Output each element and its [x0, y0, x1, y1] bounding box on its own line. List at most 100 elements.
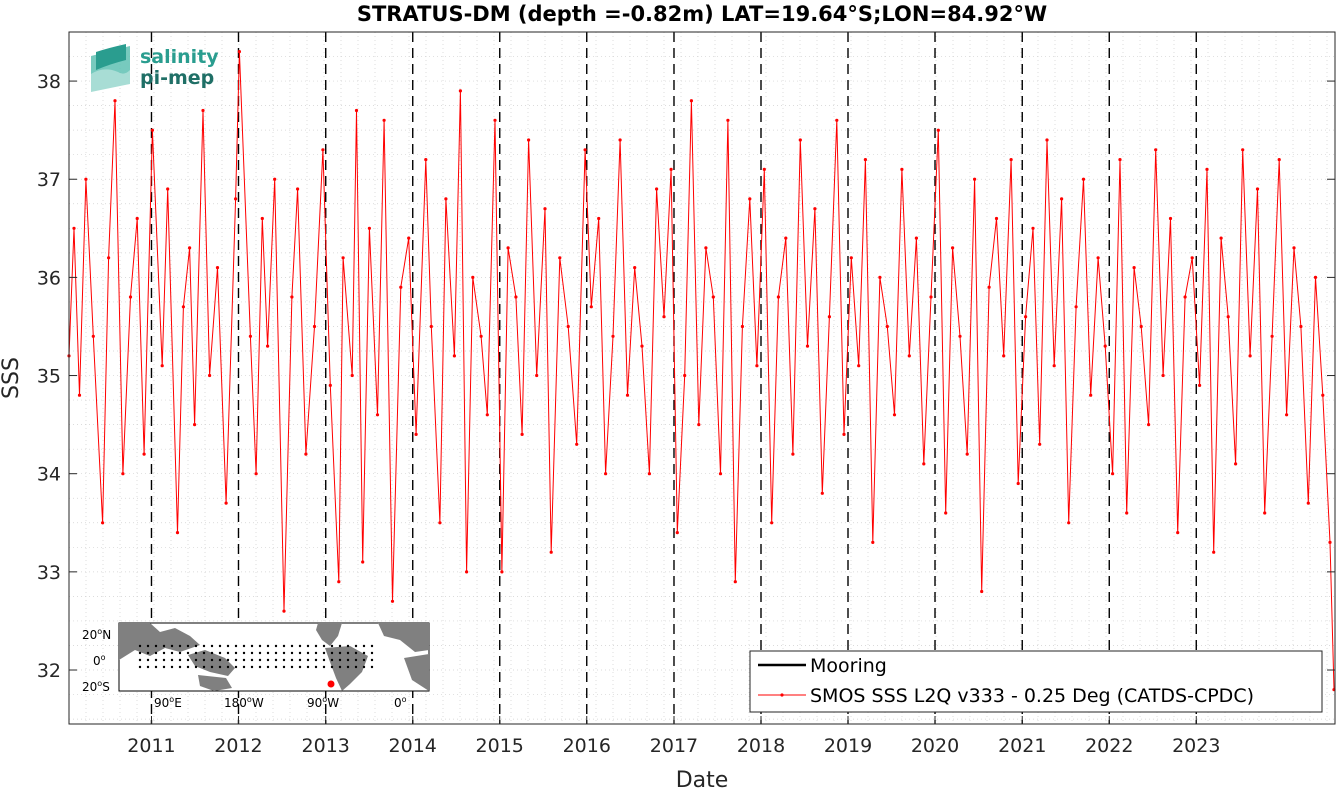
x-tick-label: 2015	[476, 735, 524, 757]
logo-text-pi-mep: pi-mep	[140, 67, 214, 89]
inset-mooring-dot	[314, 644, 318, 648]
inset-mooring-dot	[234, 644, 238, 648]
inset-map-moorings	[138, 644, 374, 669]
smos-data-point	[748, 197, 752, 201]
smos-data-point	[1038, 442, 1042, 446]
smos-data-point	[835, 118, 839, 122]
smos-data-point	[647, 472, 652, 476]
inset-mooring-dot	[146, 658, 150, 662]
smos-data-point	[254, 472, 258, 476]
inset-mooring-dot	[146, 651, 150, 655]
smos-data-point	[980, 589, 984, 594]
y-axis-ticks: 32 33 34 35 36 37 38	[37, 71, 1335, 682]
inset-mooring-dot	[306, 658, 310, 662]
smos-data-point	[813, 207, 817, 211]
smos-data-point	[776, 295, 781, 299]
smos-data-point	[181, 305, 185, 309]
inset-mooring-dot	[202, 665, 206, 669]
smos-data-point	[337, 580, 341, 584]
smos-data-point	[107, 256, 111, 260]
inset-mooring-dot	[226, 644, 230, 648]
smos-data-point	[1045, 138, 1049, 142]
inset-mooring-dot	[266, 644, 270, 648]
inset-mooring-dot	[346, 651, 350, 655]
smos-data-point	[791, 452, 795, 456]
inset-mooring-dot	[370, 644, 374, 648]
inset-mooring-dot	[362, 651, 366, 655]
inset-mooring-dot	[266, 658, 270, 662]
inset-mooring-dot	[274, 644, 278, 648]
inset-mooring-dot	[298, 658, 302, 662]
smos-data-point	[399, 285, 403, 289]
svg-text:90oE: 90oE	[154, 695, 182, 710]
inset-mooring-dot	[154, 658, 158, 662]
inset-mooring-dot	[290, 665, 294, 669]
x-tick-label: 2013	[302, 735, 350, 757]
smos-data-point	[558, 256, 562, 260]
smos-data-point	[683, 373, 687, 378]
smos-data-point	[479, 334, 483, 338]
inset-mooring-dot	[322, 651, 326, 655]
x-tick-label: 2018	[737, 735, 785, 757]
inset-mooring-dot	[362, 665, 366, 669]
smos-data-point	[733, 580, 737, 584]
smos-data-point	[527, 138, 531, 142]
smos-data-point	[543, 207, 547, 211]
inset-mooring-dot	[362, 644, 366, 648]
smos-data-point	[1241, 148, 1245, 152]
smos-data-point	[215, 266, 220, 270]
smos-data-point	[1183, 295, 1187, 299]
smos-data-point	[273, 177, 277, 181]
smos-data-point	[375, 413, 380, 417]
inset-lon-90e: 90	[154, 696, 169, 710]
inset-mooring-dot	[298, 644, 302, 648]
smos-data-point	[208, 373, 212, 378]
smos-data-point	[922, 462, 926, 466]
smos-data-point	[237, 50, 241, 54]
y-tick-label: 34	[37, 464, 61, 486]
smos-data-point	[1132, 266, 1136, 270]
inset-mooring-dot	[210, 658, 214, 662]
smos-data-point	[1074, 305, 1078, 309]
smos-data-point	[726, 118, 730, 122]
smos-data-point	[77, 393, 82, 397]
inset-mooring-dot	[170, 644, 174, 648]
smos-data-point	[958, 334, 962, 338]
inset-mooring-dot	[194, 658, 198, 662]
inset-mooring-dot	[314, 658, 318, 662]
inset-mooring-dot	[258, 651, 262, 655]
smos-data-point	[465, 570, 469, 574]
svg-text:20oS: 20oS	[82, 679, 110, 694]
smos-data-point	[438, 521, 442, 525]
smos-data-point	[784, 236, 788, 240]
smos-data-point	[1016, 481, 1020, 486]
smos-data-point	[589, 305, 593, 309]
inset-mooring-dot	[298, 665, 302, 669]
inset-mooring-dot	[218, 665, 222, 669]
smos-data-point	[471, 275, 475, 279]
smos-data-point	[987, 285, 991, 289]
x-tick-label: 2012	[214, 735, 262, 757]
inset-mooring-dot	[138, 665, 142, 669]
inset-mooring-dot	[154, 651, 158, 655]
inset-mooring-dot	[258, 665, 262, 669]
smos-data-point	[820, 491, 824, 495]
smos-data-point	[755, 364, 759, 368]
smos-data-point	[1198, 383, 1202, 387]
inset-mooring-dot	[242, 658, 246, 662]
smos-data-point	[1125, 511, 1129, 515]
smos-data-point	[951, 246, 955, 250]
smos-data-point	[669, 167, 673, 171]
inset-mooring-dot	[306, 665, 310, 669]
smos-data-point	[675, 531, 679, 535]
inset-map-lat-labels: 20oN 0o 20oS	[82, 627, 111, 694]
inset-mooring-dot	[330, 665, 334, 669]
smos-data-point	[618, 138, 622, 142]
smos-data-point	[973, 177, 977, 181]
inset-mooring-dot	[338, 644, 342, 648]
inset-mooring-dot	[162, 651, 166, 655]
smos-data-point	[1328, 540, 1332, 545]
inset-mooring-dot	[322, 665, 326, 669]
chart-title: STRATUS-DM (depth =-0.82m) LAT=19.64°S;L…	[357, 2, 1047, 26]
smos-data-point	[549, 550, 553, 554]
